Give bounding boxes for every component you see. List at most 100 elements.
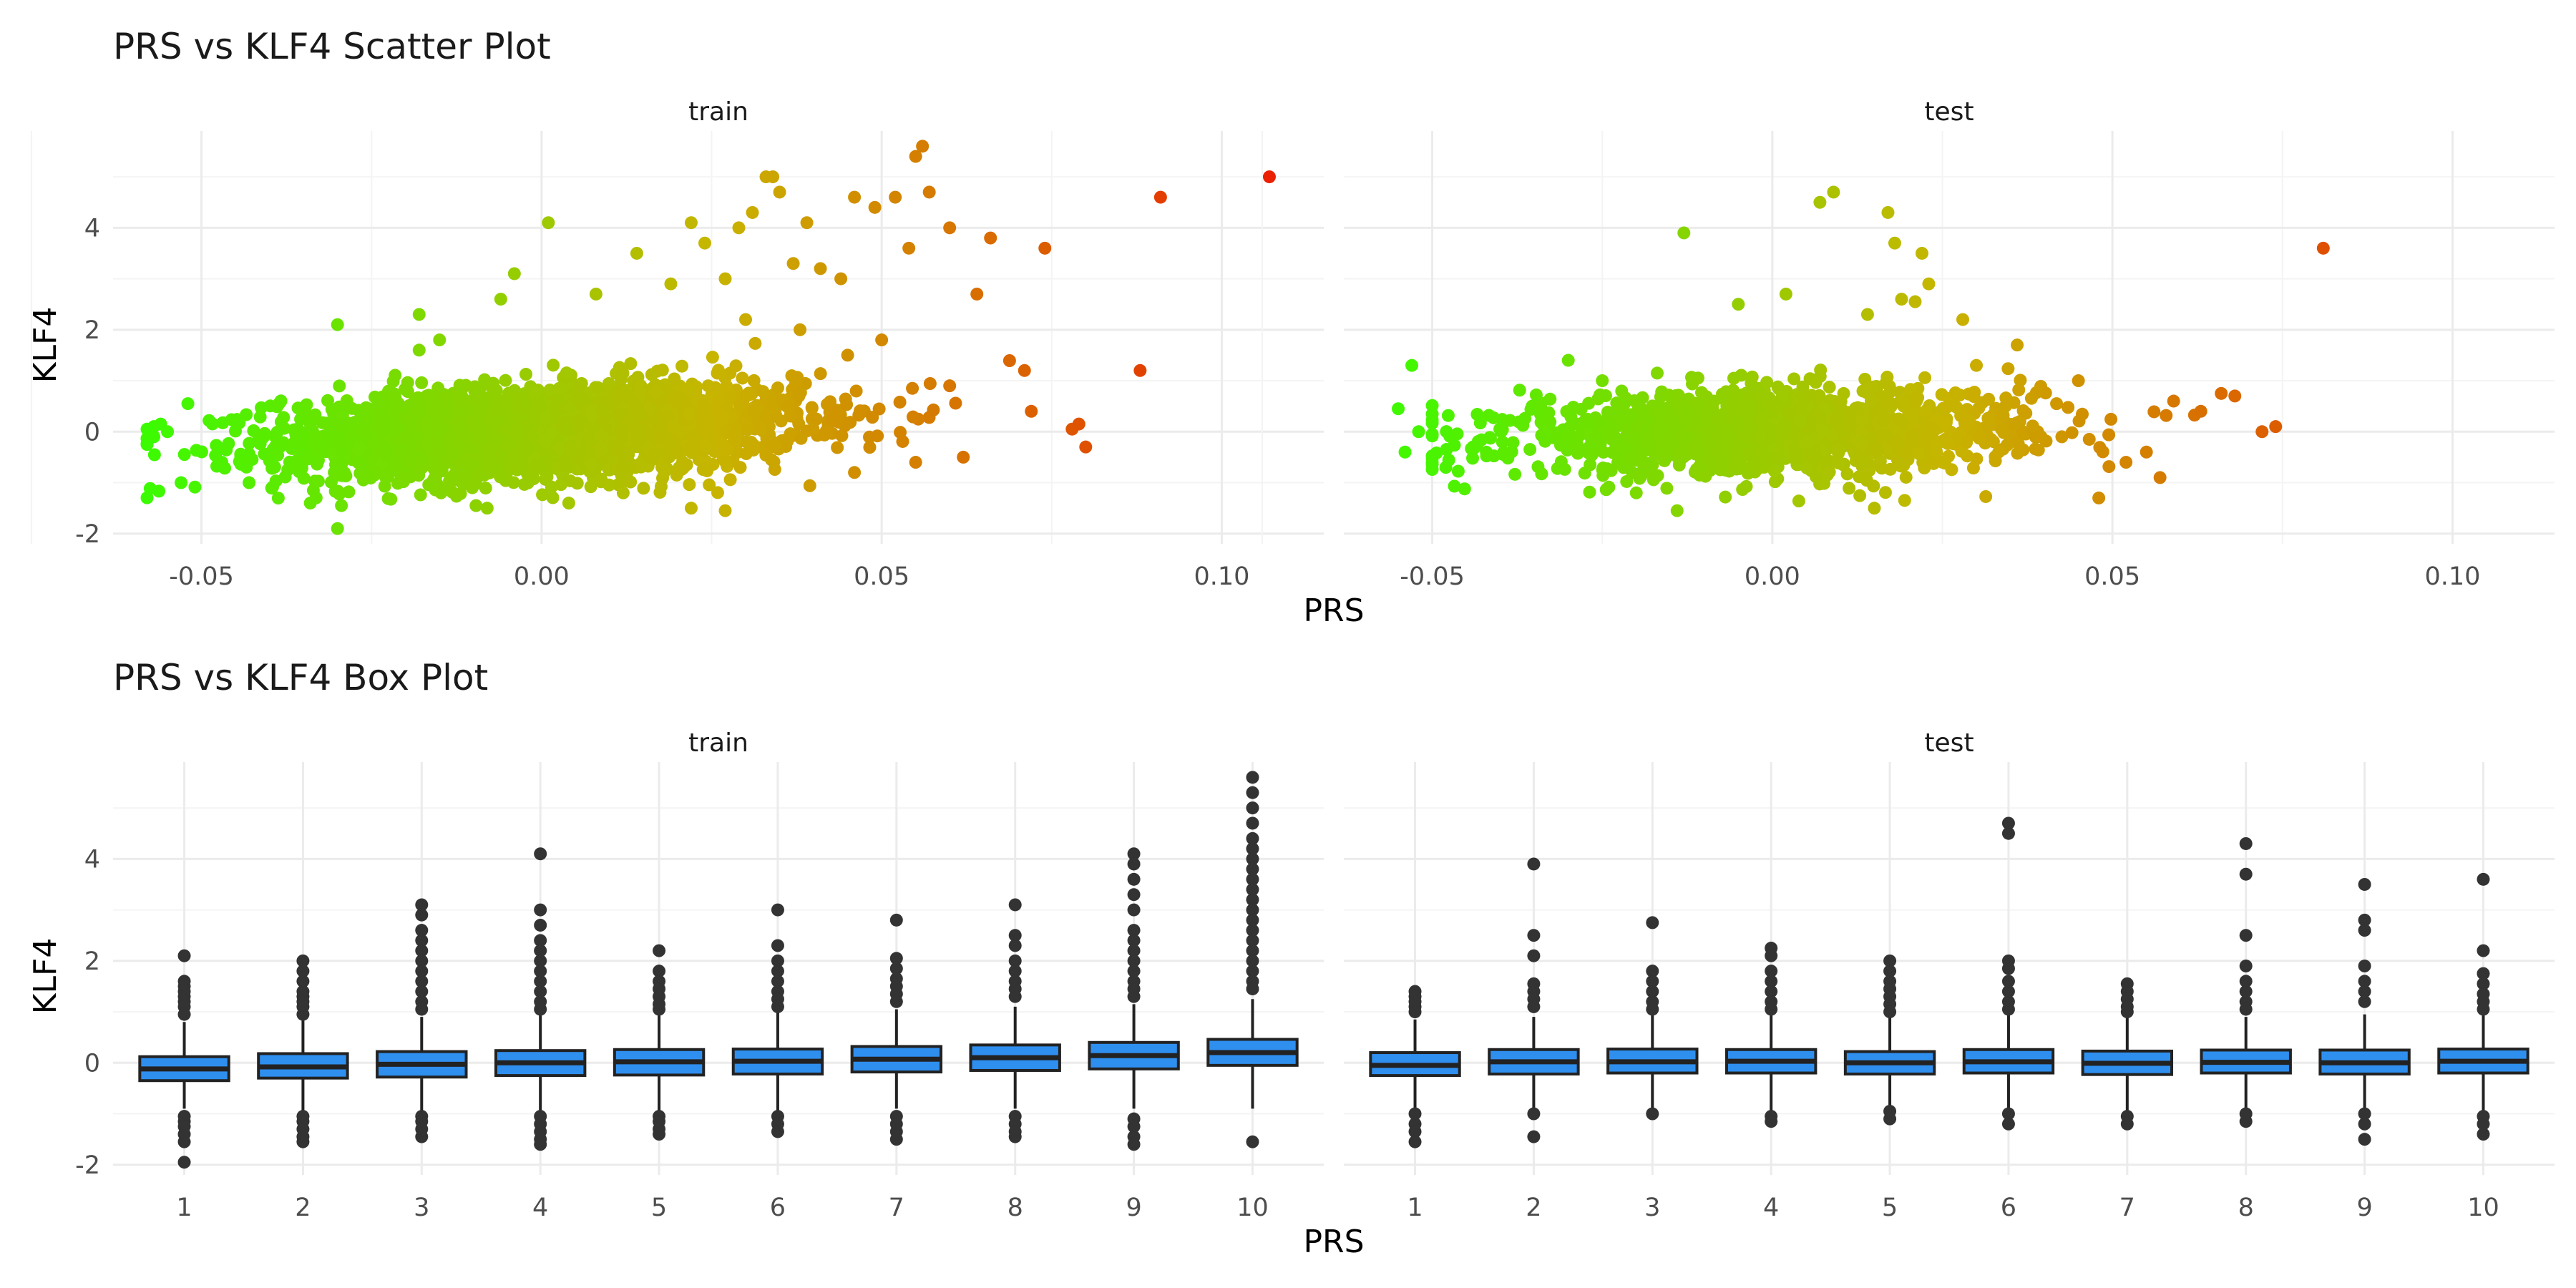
scatter-point [1855,457,1868,470]
y-tick-label: 0 [84,418,100,447]
scatter-point [346,429,360,442]
scatter-point [779,439,793,453]
scatter-point [415,376,429,389]
scatter-point [1691,371,1704,385]
x-tick-label: 5 [1882,1194,1898,1222]
y-tick-label: -2 [75,520,100,549]
box-outlier [889,1133,903,1146]
box-outlier [2239,1115,2253,1128]
scatter-point [712,394,726,407]
box-8 [2200,836,2292,1128]
scatter-point [388,387,401,401]
scatter-point [1412,425,1425,439]
box-outlier [2358,985,2371,998]
box-outlier [2477,1128,2490,1141]
scatter-point [351,456,365,469]
scatter-point [1620,474,1634,488]
scatter-point [589,287,602,301]
scatter-point [698,236,711,250]
scatter-point [1493,422,1507,436]
scatter-point [1623,413,1636,426]
scatter-point [1745,370,1759,384]
scatter-point [1834,396,1848,409]
scatter-point [1440,425,1453,439]
box-outlier [1127,857,1141,871]
box-outlier [1246,954,1259,967]
scatter-point [245,453,259,467]
box-outlier [1127,847,1141,861]
scatter-point [615,372,628,386]
scatter-point [781,400,794,414]
scatter-point [1589,429,1603,443]
scatter-point [634,457,648,470]
scatter-point [453,420,467,434]
scatter-point [1450,427,1464,441]
scatter-point [1915,246,1928,260]
scatter-point [648,447,662,460]
scatter-point [464,442,478,456]
box-outlier [2477,967,2490,980]
scatter-point [683,478,696,492]
scatter-point [1439,461,1453,474]
scatter-point [637,482,650,495]
box-outlier [771,954,784,967]
box-outlier [2239,1002,2253,1016]
box-outlier [2120,1005,2134,1019]
scatter-point [2153,471,2167,484]
box-5 [1843,954,1936,1126]
x-tick-label: 0.05 [854,562,909,591]
scatter-point [1677,449,1691,463]
scatter-point [1789,452,1802,466]
scatter-point [806,422,820,436]
box-outlier [2001,1117,2015,1131]
scatter-point [519,445,533,459]
scatter-point [1466,452,1480,465]
scatter-point [733,399,746,412]
box-outlier [534,1138,547,1151]
scatter-point [1899,470,1913,484]
scatter-point [1262,170,1276,184]
x-tick-label: 3 [1644,1194,1660,1222]
scatter-point [1564,410,1578,424]
scatter-point [1883,396,1896,409]
box-10 [2437,872,2529,1141]
scatter-point [794,323,807,336]
scatter-point [314,440,328,454]
scatter-point [747,374,761,387]
scatter-point [1513,384,1526,397]
scatter-point [1673,397,1687,411]
box-outlier [771,965,784,978]
scatter-point [1667,435,1680,449]
scatter-point [829,414,843,428]
scatter-point [1898,494,1911,507]
scatter-point [1800,462,1814,475]
scatter-point [467,382,481,396]
scatter-point [835,429,849,442]
x-tick-label: 5 [651,1194,667,1222]
scatter-point [376,423,389,436]
y-tick-label: 4 [84,214,100,243]
scatter-point [2011,447,2024,460]
box-outlier [1127,924,1141,937]
scatter-points [1392,185,2330,517]
box-outlier [534,847,547,861]
scatter-point [1793,401,1807,415]
scatter-point [552,381,566,395]
box-outlier [771,903,784,917]
scatter-point [1719,428,1732,441]
scatter-point [1648,447,1662,460]
scatter-point [438,391,452,405]
scatter-point [210,439,223,452]
scatter-point [1650,407,1664,421]
box-outlier [1765,949,1778,962]
y-tick-label: 0 [84,1049,100,1078]
scatter-point [507,267,521,280]
box-5 [613,944,706,1141]
x-tick-label: 4 [1763,1194,1779,1222]
scatter-point [720,379,733,393]
box-outlier [1883,1005,1897,1019]
scatter-point [949,396,962,410]
box-outlier [1246,771,1259,784]
